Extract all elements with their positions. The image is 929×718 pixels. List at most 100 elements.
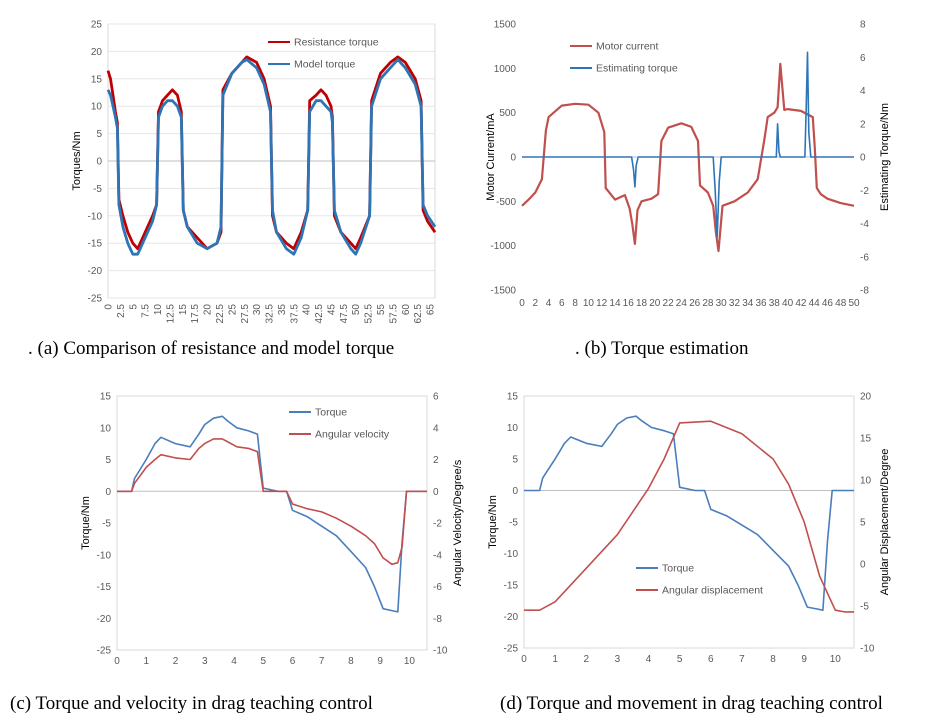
x-tick-label: 22: [663, 298, 675, 309]
y2-tick-label: 4: [433, 423, 439, 434]
y-tick-label: -20: [97, 614, 112, 625]
y2-tick-label: -5: [860, 602, 869, 613]
y-tick-label: -10: [88, 211, 103, 222]
x-tick-label: 52.5: [364, 304, 375, 324]
x-tick-label: 15: [178, 304, 189, 316]
y-tick-label: -10: [504, 549, 519, 560]
x-tick-label: 32.5: [265, 304, 276, 324]
y2-tick-label: -6: [433, 582, 442, 593]
motor-current-series-line: [521, 62, 855, 253]
legend-label: Resistance torque: [294, 37, 379, 49]
x-tick-label: 27.5: [240, 304, 251, 324]
y-axis-label: Torque/Nm: [487, 495, 499, 549]
y-tick-label: 0: [512, 486, 518, 497]
x-tick-label: 36: [755, 298, 767, 309]
y-tick-label: 0: [105, 487, 111, 498]
x-tick-label: 55: [376, 304, 387, 316]
x-tick-label: 2: [532, 298, 538, 309]
chart-d: -25 -20 -15 -10 -5 0 5 10 15 -10 -5 0 5 10 15 20 0 1 2 3 4 5 6…: [487, 392, 891, 666]
y-tick-label: 10: [91, 102, 103, 113]
x-tick-label: 1: [143, 656, 149, 667]
x-tick-label: 24: [676, 298, 688, 309]
y2-tick-label: -8: [433, 614, 442, 625]
x-tick-label: 20: [649, 298, 661, 309]
x-tick-label: 35: [277, 304, 288, 316]
x-tick-label: 34: [742, 298, 754, 309]
torque-series-line: [117, 415, 427, 613]
x-tick-label: 8: [348, 656, 354, 667]
estimating-torque-series-line: [522, 51, 854, 238]
legend-label: Motor current: [596, 41, 659, 53]
x-tick-label: 45: [326, 304, 337, 316]
x-tick-label: 1: [552, 654, 558, 665]
x-tick-label: 12: [596, 298, 608, 309]
y2-tick-label: -4: [860, 219, 869, 230]
x-tick-label: 4: [646, 654, 652, 665]
x-tick-label: 8: [770, 654, 776, 665]
legend-label: Angular displacement: [662, 585, 763, 597]
x-tick-label: 2.5: [116, 304, 127, 318]
x-tick-label: 44: [809, 298, 821, 309]
torque-series-line: [524, 415, 854, 611]
x-tick-label: 10: [583, 298, 595, 309]
caption-c: (c) Torque and velocity in drag teaching…: [10, 693, 373, 714]
x-tick-label: 28: [702, 298, 714, 309]
legend-label: Angular velocity: [315, 429, 390, 441]
x-tick-label: 2: [173, 656, 179, 667]
y2-tick-label: -4: [433, 550, 442, 561]
y-tick-label: -5: [102, 519, 111, 530]
model-torque-series-line: [106, 58, 437, 256]
y2-tick-label: 8: [860, 20, 866, 31]
y2-axis-label: Angular Displacement/Degree: [879, 449, 891, 596]
x-tick-label: 48: [835, 298, 847, 309]
x-tick-label: 62.5: [413, 304, 424, 324]
x-tick-label: 7.5: [141, 304, 152, 318]
y2-tick-label: -10: [433, 646, 448, 657]
x-tick-label: 5: [260, 656, 266, 667]
x-tick-label: 30: [252, 304, 263, 316]
x-tick-label: 3: [202, 656, 208, 667]
y-tick-label: -10: [97, 550, 112, 561]
y-tick-label: 20: [91, 47, 103, 58]
y-tick-label: -20: [88, 266, 103, 277]
x-tick-label: 26: [689, 298, 701, 309]
y-tick-label: 15: [507, 392, 519, 403]
y-tick-label: -5: [509, 518, 518, 529]
x-tick-label: 0: [114, 656, 120, 667]
y2-tick-label: 6: [860, 53, 866, 64]
plot-frame: [116, 395, 428, 651]
x-tick-label: 65: [426, 304, 437, 316]
x-tick-label: 50: [351, 304, 362, 316]
x-tick-label: 40: [782, 298, 794, 309]
y-axis-label: Torque/Nm: [80, 496, 92, 550]
y-tick-label: -20: [504, 612, 519, 623]
y-axis-label: Motor Current/mA: [485, 113, 497, 201]
y-tick-label: 10: [100, 423, 112, 434]
x-tick-label: 25: [227, 304, 238, 316]
y-tick-label: -25: [97, 646, 112, 657]
y-tick-label: -15: [97, 582, 112, 593]
x-tick-label: 0: [104, 304, 115, 310]
y-tick-label: -15: [88, 239, 103, 250]
legend-label: Torque: [662, 563, 694, 575]
y-tick-label: 5: [105, 455, 111, 466]
chart-b: -1500-1000-500050010001500-8-6-4-2024680…: [485, 20, 891, 310]
x-tick-label: 9: [377, 656, 383, 667]
y2-tick-label: -2: [860, 186, 869, 197]
y-tick-label: 10: [507, 423, 519, 434]
y2-tick-label: -6: [860, 252, 869, 263]
y-axis-label: Torques/Nm: [72, 131, 83, 190]
y-tick-label: -25: [88, 294, 103, 305]
y-tick-label: 0: [96, 157, 102, 168]
y2-tick-label: -2: [433, 519, 442, 530]
x-tick-label: 50: [848, 298, 860, 309]
legend-label: Model torque: [294, 59, 355, 71]
y-tick-label: -1000: [490, 241, 516, 252]
x-tick-label: 47.5: [339, 304, 350, 324]
y2-axis-label: Estimating Torque/Nm: [879, 103, 891, 211]
x-tick-label: 0: [519, 298, 525, 309]
y-tick-label: -15: [504, 581, 519, 592]
x-tick-label: 5: [128, 304, 139, 310]
y-tick-label: 1500: [494, 20, 517, 31]
